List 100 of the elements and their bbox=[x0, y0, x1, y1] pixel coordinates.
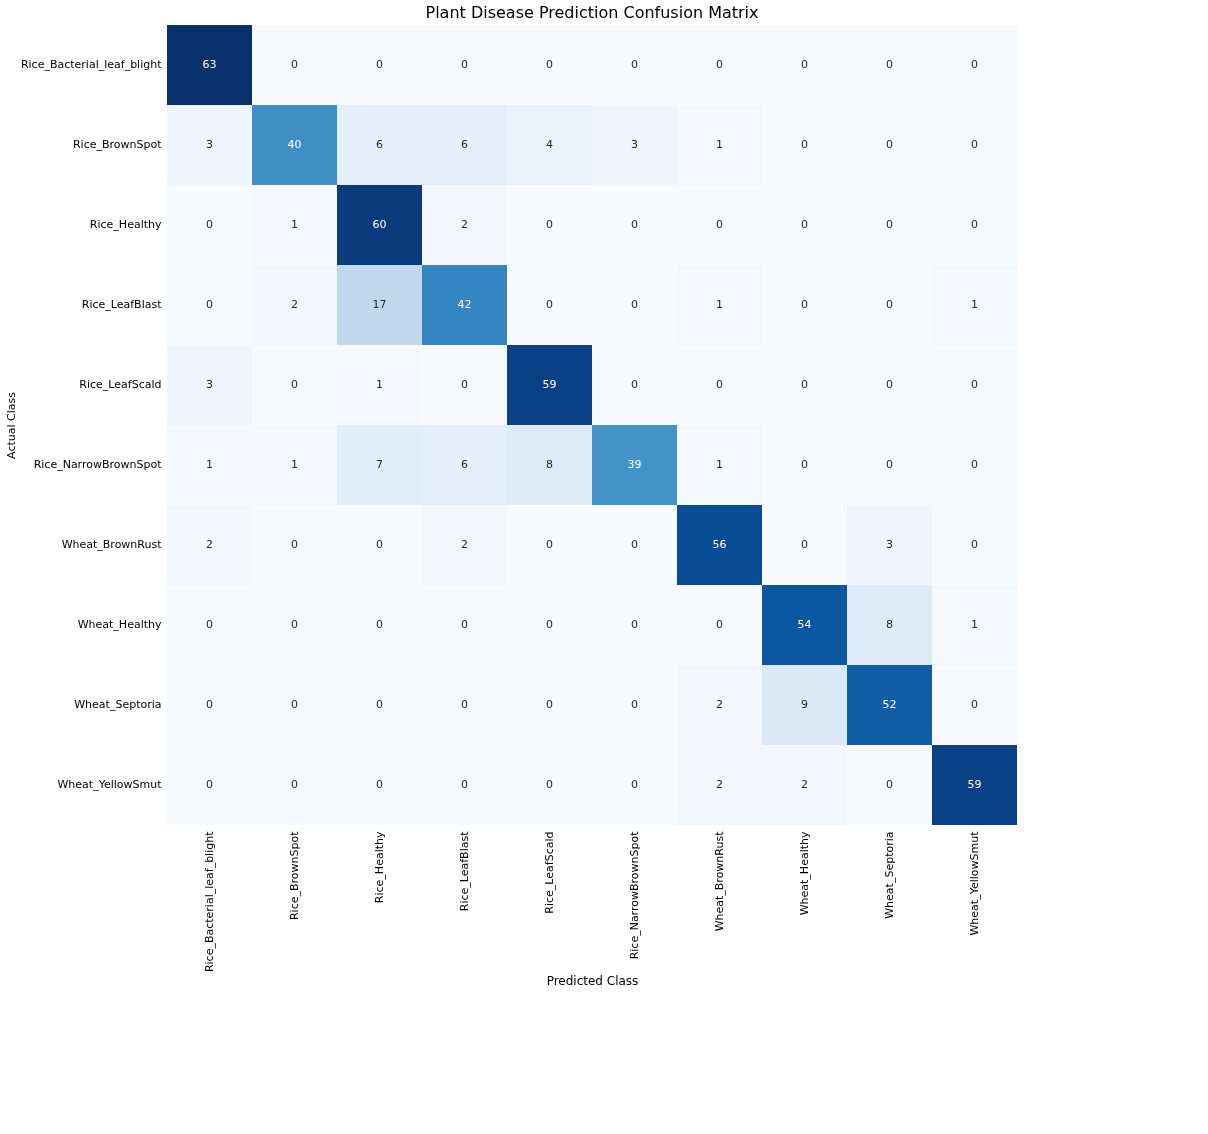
data-label: 60 bbox=[372, 218, 387, 231]
data-label: 0 bbox=[886, 298, 893, 311]
y-tick-label: Rice_NarrowBrownSpot bbox=[33, 458, 163, 471]
x-tick-label: Wheat_Septoria bbox=[882, 831, 896, 919]
data-label: 2 bbox=[461, 218, 468, 231]
data-label: 0 bbox=[716, 58, 723, 71]
y-tick-label: Rice_LeafScald bbox=[79, 378, 162, 391]
data-label: 0 bbox=[291, 618, 298, 631]
data-label: 1 bbox=[716, 458, 723, 471]
data-label: 0 bbox=[716, 378, 723, 391]
data-label: 0 bbox=[461, 618, 468, 631]
data-label: 17 bbox=[372, 298, 387, 311]
data-label: 0 bbox=[631, 378, 638, 391]
data-label: 1 bbox=[971, 618, 978, 631]
data-label: 0 bbox=[291, 538, 298, 551]
x-axis-title: Predicted Class bbox=[546, 974, 639, 989]
data-label: 1 bbox=[716, 138, 723, 151]
data-label: 0 bbox=[461, 778, 468, 791]
data-label: 0 bbox=[461, 698, 468, 711]
data-label: 0 bbox=[631, 618, 638, 631]
data-label: 0 bbox=[631, 58, 638, 71]
data-label: 0 bbox=[971, 378, 978, 391]
data-label: 42 bbox=[457, 298, 472, 311]
data-label: 0 bbox=[291, 698, 298, 711]
data-label: 0 bbox=[206, 698, 213, 711]
data-label: 40 bbox=[287, 138, 302, 151]
data-label: 0 bbox=[546, 218, 553, 231]
data-label: 3 bbox=[206, 378, 213, 391]
data-label: 0 bbox=[206, 778, 213, 791]
data-label: 2 bbox=[801, 778, 808, 791]
data-label: 0 bbox=[546, 58, 553, 71]
y-tick-label: Rice_Bacterial_leaf_blight bbox=[20, 58, 163, 71]
data-label: 0 bbox=[801, 538, 808, 551]
data-label: 0 bbox=[886, 778, 893, 791]
data-label: 4 bbox=[546, 138, 553, 151]
data-label: 0 bbox=[206, 618, 213, 631]
x-tick-label: Wheat_BrownRust bbox=[712, 830, 726, 932]
data-label: 0 bbox=[886, 378, 893, 391]
data-label: 0 bbox=[716, 218, 723, 231]
data-label: 1 bbox=[206, 458, 213, 471]
data-label: 0 bbox=[801, 138, 808, 151]
data-label: 59 bbox=[542, 378, 557, 391]
data-label: 0 bbox=[801, 378, 808, 391]
data-label: 0 bbox=[801, 458, 808, 471]
x-tick-label: Wheat_YellowSmut bbox=[967, 830, 981, 936]
data-label: 0 bbox=[546, 618, 553, 631]
data-label: 0 bbox=[971, 218, 978, 231]
x-tick-label: Rice_BrownSpot bbox=[287, 830, 301, 921]
data-label: 1 bbox=[291, 458, 298, 471]
data-label: 0 bbox=[376, 778, 383, 791]
x-tick-label: Rice_LeafScald bbox=[542, 831, 556, 914]
data-label: 56 bbox=[712, 538, 727, 551]
data-label: 0 bbox=[291, 778, 298, 791]
data-label: 0 bbox=[716, 618, 723, 631]
y-tick-label: Wheat_YellowSmut bbox=[57, 778, 163, 791]
data-label: 0 bbox=[546, 778, 553, 791]
data-label: 2 bbox=[206, 538, 213, 551]
y-axis-title: Actual Class bbox=[4, 391, 18, 459]
data-label: 0 bbox=[971, 538, 978, 551]
data-label: 6 bbox=[461, 138, 468, 151]
data-label: 0 bbox=[971, 698, 978, 711]
data-label: 59 bbox=[967, 778, 982, 791]
data-label: 1 bbox=[376, 378, 383, 391]
data-label: 6 bbox=[376, 138, 383, 151]
data-label: 2 bbox=[291, 298, 298, 311]
data-label: 0 bbox=[971, 138, 978, 151]
data-label: 1 bbox=[716, 298, 723, 311]
data-label: 0 bbox=[291, 58, 298, 71]
data-label: 0 bbox=[631, 778, 638, 791]
data-label: 0 bbox=[631, 218, 638, 231]
data-label: 0 bbox=[886, 58, 893, 71]
data-label: 2 bbox=[461, 538, 468, 551]
data-label: 2 bbox=[716, 698, 723, 711]
data-label: 9 bbox=[801, 698, 808, 711]
x-tick-label: Rice_Healthy bbox=[372, 831, 386, 904]
x-tick-label: Wheat_Healthy bbox=[797, 831, 811, 916]
y-tick-label: Rice_LeafBlast bbox=[81, 298, 163, 311]
x-tick-label: Rice_LeafBlast bbox=[457, 830, 471, 912]
data-label: 0 bbox=[546, 698, 553, 711]
x-tick-label: Rice_NarrowBrownSpot bbox=[627, 830, 641, 960]
data-label: 8 bbox=[546, 458, 553, 471]
data-label: 0 bbox=[886, 218, 893, 231]
y-tick-label: Wheat_Septoria bbox=[74, 698, 162, 711]
data-label: 0 bbox=[291, 378, 298, 391]
data-label: 0 bbox=[546, 538, 553, 551]
data-label: 7 bbox=[376, 458, 383, 471]
data-label: 0 bbox=[461, 58, 468, 71]
data-label: 3 bbox=[886, 538, 893, 551]
data-label: 63 bbox=[202, 58, 217, 71]
y-tick-label: Rice_Healthy bbox=[89, 218, 162, 231]
data-label: 0 bbox=[801, 218, 808, 231]
y-tick-label: Rice_BrownSpot bbox=[72, 138, 163, 151]
data-label: 8 bbox=[886, 618, 893, 631]
data-label: 0 bbox=[206, 218, 213, 231]
data-label: 1 bbox=[971, 298, 978, 311]
data-label: 2 bbox=[716, 778, 723, 791]
data-label: 0 bbox=[801, 58, 808, 71]
data-label: 0 bbox=[206, 298, 213, 311]
data-label: 6 bbox=[461, 458, 468, 471]
data-label: 0 bbox=[376, 618, 383, 631]
